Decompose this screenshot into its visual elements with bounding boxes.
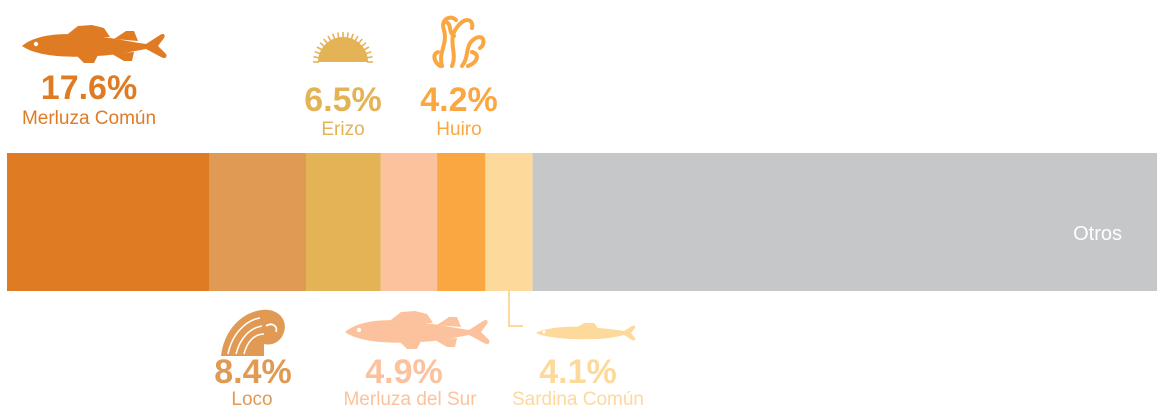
shell-icon	[221, 309, 285, 356]
tick-label-merluza-comun: Merluza Común	[22, 108, 156, 129]
bar-segment-merluza-comun	[7, 153, 210, 291]
fish-icon	[345, 311, 490, 349]
sardine-icon	[536, 323, 636, 341]
label-connectors	[508, 291, 523, 327]
data-label-huiro-pct: 4.2%	[420, 81, 498, 119]
data-label-merluza-del-sur-pct: 4.9%	[365, 353, 443, 391]
tick-label-erizo: Erizo	[321, 119, 364, 140]
bar-segment-otros	[532, 153, 1157, 291]
bar-segment-loco	[209, 153, 306, 291]
data-label-sardina-comun-pct: 4.1%	[539, 353, 617, 391]
tick-label-sardina-comun: Sardina Común	[512, 389, 644, 409]
tick-label-merluza-del-sur: Merluza del Sur	[343, 389, 477, 409]
data-label-erizo-pct: 6.5%	[304, 81, 382, 119]
bar-segment-erizo	[306, 153, 381, 291]
sea-urchin-icon	[313, 32, 373, 63]
bar-segment-huiro	[437, 153, 486, 291]
connector-line	[508, 291, 523, 327]
fish-icon	[22, 25, 167, 63]
data-label-merluza-comun-pct: 17.6%	[41, 69, 137, 107]
bar-segment-merluza-del-sur	[380, 153, 438, 291]
segment-label-otros: Otros	[1073, 223, 1122, 245]
seaweed-icon	[432, 15, 486, 68]
tick-label-loco: Loco	[231, 389, 272, 409]
bar-segment-sardina-comun	[485, 153, 533, 291]
bar-segments	[7, 153, 1157, 291]
tick-label-huiro: Huiro	[436, 119, 481, 140]
data-label-loco-pct: 8.4%	[214, 353, 292, 391]
